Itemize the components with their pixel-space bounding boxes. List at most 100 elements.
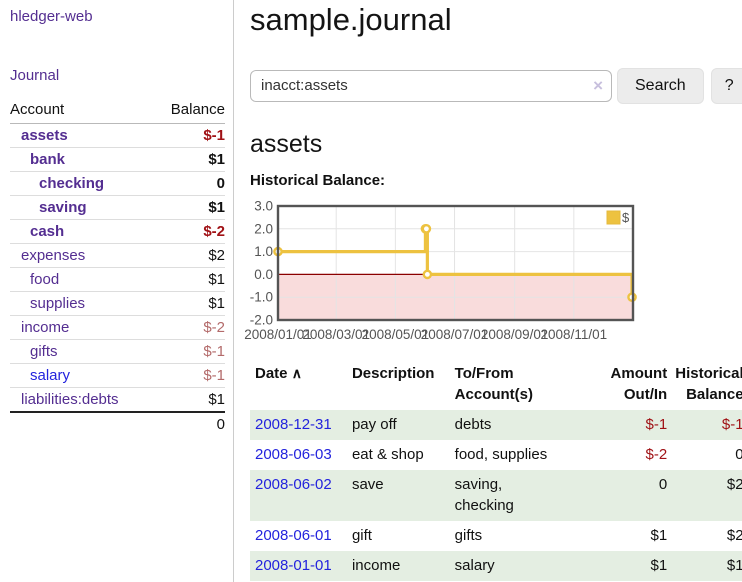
account-link-food[interactable]: food: [30, 271, 60, 288]
account-row: supplies $1: [10, 291, 225, 316]
account-row: salary $-1: [10, 363, 225, 388]
register-amount-cell: 0: [658, 475, 668, 493]
account-balance: $-1: [153, 123, 225, 148]
accounts-header-row: Account Balance: [10, 97, 225, 124]
register-description-cell: save: [351, 475, 384, 493]
y-tick-label: -2.0: [250, 312, 273, 327]
accounts-header-balance: Balance: [153, 97, 225, 124]
register-date-cell: 2008-06-02: [250, 470, 348, 522]
accounts-total-value: 0: [153, 411, 225, 436]
account-row: bank $1: [10, 147, 225, 172]
account-balance: $-1: [153, 339, 225, 364]
accounts-header-account: Account: [10, 97, 154, 124]
account-link-gifts[interactable]: gifts: [30, 343, 58, 360]
account-balance: $1: [208, 391, 225, 408]
account-link-checking[interactable]: checking: [39, 175, 105, 192]
register-header-accounts-line2: Account(s): [454, 386, 534, 404]
balance-chart-svg: $3.0 2.0 1.0 0.0 -1.0 -2.02008/01/012008/03/0…: [244, 198, 637, 342]
x-tick-label: 2008/07/01: [421, 327, 489, 342]
register-header-description: Description: [348, 361, 451, 411]
nav-journal-link[interactable]: Journal: [10, 67, 60, 84]
account-link-assets[interactable]: assets: [21, 127, 68, 144]
account-link-salary[interactable]: salary: [30, 367, 71, 384]
register-date-link[interactable]: 2008-06-03: [255, 445, 332, 463]
account-balance: $-1: [153, 363, 225, 388]
register-header-date-label: Date: [255, 364, 288, 382]
y-tick-label: 2.0: [254, 221, 273, 236]
chart-title: Historical Balance:: [250, 171, 386, 189]
register-header-balance-line2: Balance: [686, 386, 742, 404]
x-tick-label: 2008/11/01: [541, 327, 608, 342]
help-button[interactable]: ?: [710, 67, 742, 104]
historical-balance-chart: $3.0 2.0 1.0 0.0 -1.0 -2.0 2008/01/01 2008/03/0…: [244, 198, 742, 348]
register-row: 2008-06-03 eat & shop food, supplies $-2 0: [250, 440, 742, 470]
register-balance-cell: 0: [735, 445, 742, 463]
clear-search-icon[interactable]: ×: [593, 75, 603, 95]
account-balance: $1: [153, 195, 225, 220]
register-date-cell: 2008-06-01: [250, 521, 348, 551]
register-balance-cell: $1: [726, 556, 742, 574]
data-point-marker: [421, 223, 432, 234]
account-heading: assets: [250, 129, 323, 158]
register-description-cell: pay off: [351, 416, 397, 434]
x-tick-label: 2008/05/01: [362, 327, 430, 342]
account-row: gifts $-1: [10, 339, 225, 364]
register-accounts-cell: salary: [454, 556, 495, 574]
account-link-income[interactable]: income: [21, 319, 70, 336]
register-header-row: Date ∧ Description To/From Account(s) Am…: [250, 361, 742, 411]
register-header-amount-line1: Amount: [610, 364, 668, 382]
sidebar: hledger-web Journal Account Balance asse…: [0, 0, 234, 582]
sort-ascending-icon[interactable]: ∧: [291, 364, 302, 381]
register-date-link[interactable]: 2008-12-31: [255, 416, 332, 434]
account-balance: $1: [153, 147, 225, 172]
y-tick-label: -1.0: [250, 289, 273, 304]
register-amount-cell: $-2: [645, 445, 668, 463]
register-description-cell: eat & shop: [351, 445, 424, 463]
account-link-liabilities-debts[interactable]: liabilities:debts: [21, 391, 119, 408]
account-balance: $1: [153, 291, 225, 316]
account-link-cash[interactable]: cash: [30, 223, 65, 240]
search-button[interactable]: Search: [617, 67, 704, 104]
accounts-total-spacer: [10, 411, 154, 436]
account-link-saving[interactable]: saving: [39, 199, 87, 216]
register-amount-cell: $-1: [645, 416, 668, 434]
account-row: liabilities:debts $1: [10, 388, 225, 413]
account-row: cash $-2: [10, 219, 225, 244]
register-row: 2008-01-01 income salary $1 $1: [250, 550, 742, 581]
y-tick-label: 3.0: [254, 198, 273, 213]
register-row: 2008-06-01 gift gifts $1 $2: [250, 521, 742, 551]
account-link-expenses[interactable]: expenses: [21, 247, 86, 264]
main-content: sample.journal × Search ? assets Histori…: [234, 0, 742, 582]
account-row: expenses $2: [10, 243, 225, 268]
register-balance-cell: $2: [726, 475, 742, 493]
register-header-accounts: To/From Account(s): [451, 361, 562, 411]
account-link-supplies[interactable]: supplies: [30, 295, 86, 312]
register-date-link[interactable]: 2008-01-01: [255, 556, 332, 574]
register-date-link[interactable]: 2008-06-02: [255, 475, 332, 493]
register-balance-cell: $-1: [721, 416, 742, 434]
register-accounts-cell: debts: [454, 416, 492, 434]
register-description-cell: income: [351, 556, 401, 574]
register-date-cell: 2008-01-01: [250, 551, 348, 581]
account-link-bank[interactable]: bank: [30, 151, 66, 168]
legend-label: $: [622, 210, 630, 225]
account-balance: $-2: [153, 315, 225, 340]
register-amount-cell: $1: [650, 556, 668, 574]
register-header-date: Date ∧: [250, 361, 348, 411]
y-tick-label: 1.0: [254, 244, 273, 259]
register-header-description-label: Description: [351, 364, 435, 382]
account-row: saving $1: [10, 195, 225, 220]
account-balance: $2: [153, 243, 225, 268]
register-date-link[interactable]: 2008-06-01: [255, 527, 332, 545]
search-input[interactable]: [250, 69, 612, 102]
register-row: 2008-12-31 pay off debts $-1 $-1: [250, 410, 742, 440]
register-amount-cell: $1: [650, 527, 668, 545]
register-date-cell: 2008-06-03: [250, 440, 348, 470]
brand-link[interactable]: hledger-web: [10, 8, 93, 25]
search-box: ×: [250, 69, 612, 102]
register-header-amount: Amount Out/In: [562, 361, 671, 411]
search-form: × Search ?: [250, 67, 742, 104]
register-accounts-cell: saving, checking: [454, 475, 514, 515]
register-accounts-cell: food, supplies: [454, 445, 548, 463]
